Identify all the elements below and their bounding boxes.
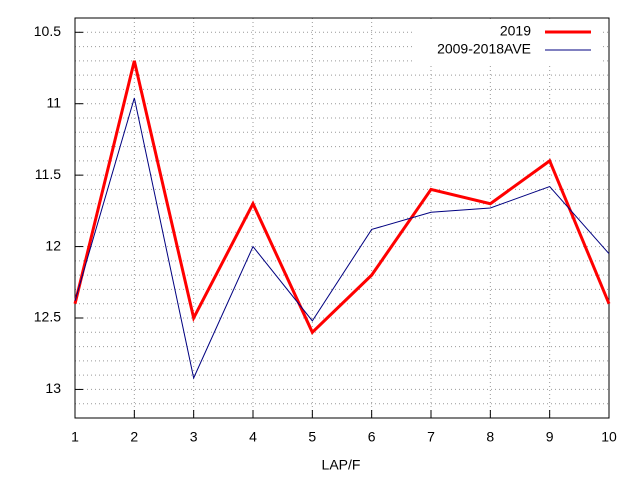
- x-tick-label: 8: [486, 429, 494, 445]
- x-tick-label: 9: [546, 429, 554, 445]
- y-tick-label: 11: [46, 94, 61, 110]
- y-tick-label: 12: [45, 237, 61, 253]
- y-tick-label: 12.5: [34, 309, 61, 325]
- series-line: [74, 97, 610, 380]
- y-tick-label: 11.5: [35, 166, 61, 182]
- x-tick-label: 7: [427, 429, 435, 445]
- x-tick-label: 4: [249, 429, 257, 445]
- x-tick-label: 2: [130, 429, 138, 445]
- legend-label: 2009-2018AVE: [437, 41, 531, 57]
- y-tick-label: 13: [45, 380, 61, 396]
- legend-label: 2019: [500, 23, 531, 39]
- x-axis-label: LAP/F: [322, 457, 361, 473]
- series-line: [73, 60, 611, 335]
- plot-border: [74, 17, 610, 419]
- x-tick-label: 10: [601, 429, 617, 445]
- x-tick-label: 5: [308, 429, 316, 445]
- legend-background: [413, 22, 603, 64]
- x-tick-label: 1: [71, 429, 79, 445]
- y-tick-label: 10.5: [34, 23, 61, 39]
- x-tick-label: 3: [190, 429, 198, 445]
- x-tick-label: 6: [368, 429, 376, 445]
